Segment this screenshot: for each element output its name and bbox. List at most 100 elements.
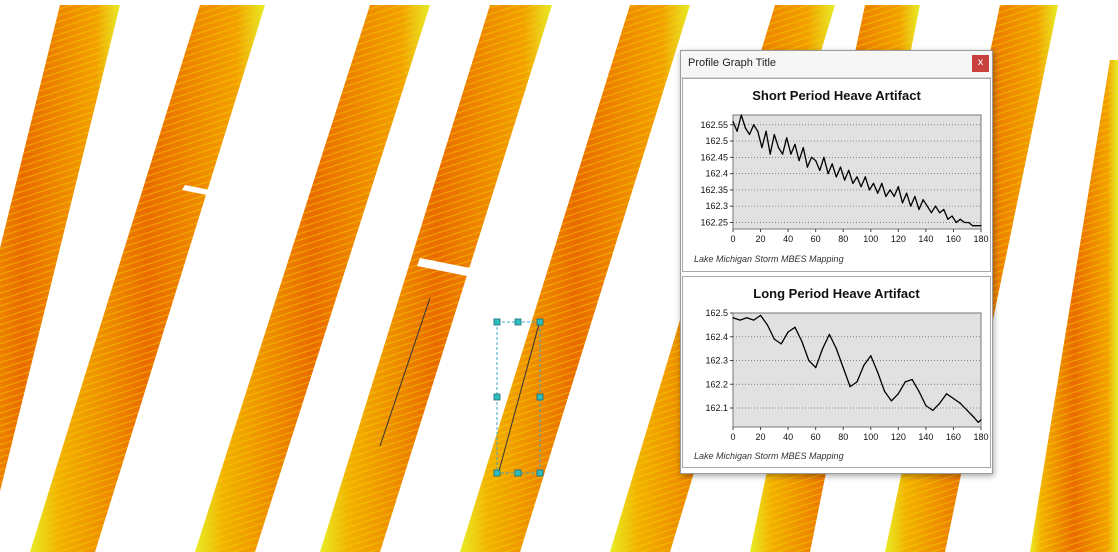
data-point [790, 153, 792, 155]
window-title: Profile Graph Title [688, 57, 777, 69]
x-tick-label: 100 [863, 432, 878, 442]
long-period-chart: 162.1 162.2 162.3 162.4 162.5 0 20 40 60 80 100 120… [705, 308, 988, 442]
x-tick-label: 40 [783, 234, 793, 244]
selected-profile-line[interactable] [498, 323, 540, 472]
data-point [740, 114, 742, 116]
data-point [798, 160, 800, 162]
selection-handle-icon[interactable] [536, 469, 544, 477]
data-point [766, 324, 769, 326]
data-point [753, 319, 755, 321]
selection-handle-icon[interactable] [536, 393, 544, 401]
data-point [890, 400, 893, 402]
x-tick-label: 40 [783, 432, 793, 442]
y-tick-label: 162.35 [700, 185, 728, 195]
chart-footer: Lake Michigan Storm MBES Mapping [694, 254, 844, 264]
y-tick-label: 162.2 [705, 379, 728, 389]
y-tick-label: 162.55 [700, 120, 728, 130]
x-tick-label: 180 [973, 432, 988, 442]
profile-line-icon[interactable] [379, 297, 431, 447]
data-point [980, 225, 982, 227]
plot-area [732, 114, 982, 230]
y-tick-label: 162.3 [705, 356, 728, 366]
data-point [914, 195, 916, 198]
data-point [780, 343, 782, 345]
data-point [945, 393, 948, 395]
data-point [911, 378, 913, 381]
window-title-bar[interactable]: Profile Graph Title x [681, 51, 992, 78]
data-point [748, 133, 751, 136]
data-point [952, 397, 955, 400]
data-point [893, 195, 895, 198]
y-tick-label: 162.5 [705, 136, 728, 146]
data-point [736, 130, 738, 132]
data-point [910, 205, 912, 207]
data-point [773, 338, 775, 340]
selection-handle-icon[interactable] [536, 318, 544, 326]
data-point [802, 146, 804, 149]
chart-title: Short Period Heave Artifact [752, 88, 921, 103]
data-point [842, 367, 844, 369]
data-point [823, 156, 825, 158]
x-tick-label: 100 [863, 234, 878, 244]
data-point [849, 386, 851, 388]
data-point [930, 212, 932, 214]
data-point [897, 186, 899, 188]
x-tick-label: 160 [946, 234, 961, 244]
x-tick-label: 60 [811, 234, 821, 244]
data-point [839, 166, 842, 168]
x-tick-label: 120 [891, 432, 906, 442]
data-point [939, 212, 941, 214]
data-point [868, 189, 870, 191]
data-point [959, 402, 961, 404]
x-tick-label: 80 [838, 432, 848, 442]
data-point [844, 179, 846, 181]
data-point [870, 355, 872, 357]
swath-texture [30, 5, 265, 552]
data-point [739, 319, 741, 321]
y-tick-label: 162.45 [700, 152, 728, 162]
y-tick-label: 162.4 [705, 169, 728, 179]
data-gap [417, 258, 470, 276]
data-point [951, 215, 953, 217]
data-point [808, 359, 810, 362]
data-point [761, 146, 763, 149]
data-point [821, 348, 824, 350]
data-point [959, 218, 961, 220]
selection-handle-icon[interactable] [514, 469, 522, 477]
data-point [980, 419, 982, 421]
short-period-chart: 162.25 162.3 162.35 162.4 162.45 162.5 162.55 0… [700, 114, 989, 244]
long-period-chart-panel: Long Period Heave Artifact 162.1 162.2 162… [682, 276, 991, 468]
data-point [926, 205, 928, 207]
x-tick-label: 20 [756, 432, 766, 442]
data-point [883, 390, 886, 392]
data-point [848, 169, 850, 171]
selection-handle-icon[interactable] [493, 318, 501, 326]
selection-handle-icon[interactable] [514, 318, 522, 326]
data-point [885, 195, 887, 198]
selection-handle-icon[interactable] [493, 393, 501, 401]
data-point [765, 130, 767, 132]
data-point [966, 409, 968, 411]
data-point [732, 317, 734, 319]
y-tick-label: 162.25 [700, 217, 728, 227]
selection-handle-icon[interactable] [493, 469, 501, 477]
data-point [918, 390, 920, 392]
data-point [757, 130, 759, 132]
x-tick-label: 0 [730, 432, 735, 442]
data-point [856, 176, 858, 178]
data-point [815, 160, 817, 162]
close-button[interactable]: x [972, 55, 989, 72]
data-point [831, 163, 833, 165]
data-point [777, 146, 780, 149]
data-point [828, 333, 831, 335]
data-point [932, 409, 934, 411]
data-point [972, 225, 974, 227]
data-point [782, 153, 784, 155]
data-point [744, 127, 746, 129]
data-point [872, 182, 875, 184]
x-tick-label: 80 [838, 234, 848, 244]
y-tick-label: 162.4 [705, 332, 728, 342]
y-tick-label: 162.1 [705, 403, 728, 413]
swath-texture [195, 5, 430, 552]
swath-texture [320, 5, 552, 552]
